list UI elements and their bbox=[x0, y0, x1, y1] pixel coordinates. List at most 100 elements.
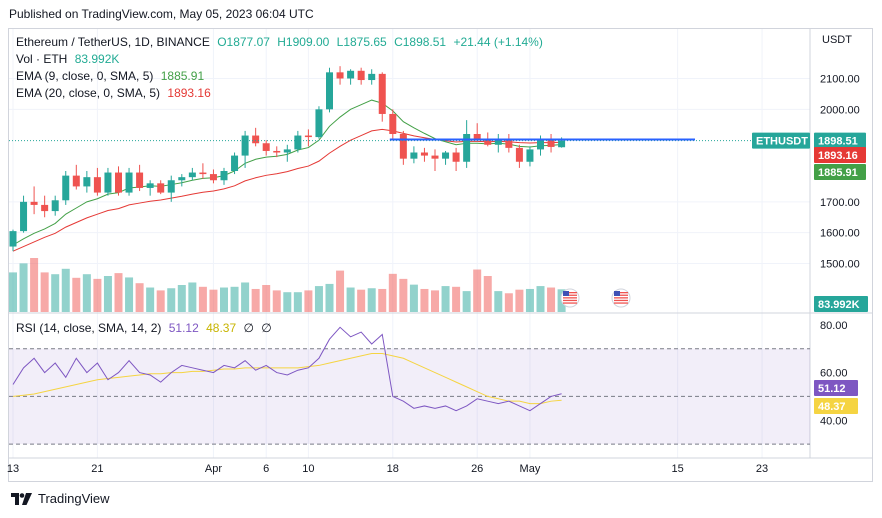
ema20-line bbox=[12, 128, 562, 252]
candle bbox=[51, 195, 59, 216]
volume-bar bbox=[167, 288, 176, 312]
candle bbox=[30, 186, 38, 215]
ema9-tag-bg bbox=[814, 164, 866, 180]
overlays bbox=[9, 138, 810, 308]
candle bbox=[262, 140, 270, 156]
volume-bar bbox=[114, 273, 123, 312]
volume-bar bbox=[241, 282, 250, 312]
axes: 1500.00 1600.00 1700.00 2000.00 2100.00 40.00… bbox=[7, 74, 860, 476]
time-tick-label: 26 bbox=[471, 463, 483, 475]
tradingview-branding[interactable]: TradingView bbox=[11, 491, 110, 506]
candle-body bbox=[442, 152, 450, 159]
candle-body bbox=[410, 152, 418, 159]
candle bbox=[104, 167, 112, 196]
candle-body bbox=[494, 138, 502, 145]
volume-bar bbox=[441, 286, 450, 312]
symbol-tag: ETHUSDT bbox=[752, 132, 810, 149]
tradingview-logo-icon bbox=[11, 492, 32, 505]
volume-bar bbox=[431, 290, 439, 312]
candle bbox=[72, 164, 80, 190]
volume-bar bbox=[72, 277, 81, 312]
candle bbox=[220, 167, 228, 185]
candle-body bbox=[252, 135, 260, 144]
time-tick-label: 13 bbox=[7, 463, 19, 475]
flag-stripe bbox=[614, 292, 628, 294]
candle bbox=[83, 171, 91, 193]
volume-bar bbox=[409, 284, 418, 312]
ema20-tag-bg bbox=[814, 147, 866, 163]
candle-body bbox=[273, 150, 281, 153]
us-flag-event-icon bbox=[611, 288, 631, 308]
candle-body bbox=[199, 172, 207, 175]
volume-bar bbox=[536, 286, 545, 312]
ema9-line bbox=[12, 99, 562, 246]
symbol-tag-bg bbox=[752, 132, 810, 149]
candle bbox=[178, 174, 186, 187]
candle-body bbox=[452, 152, 460, 162]
candle bbox=[273, 146, 281, 158]
candle bbox=[20, 195, 28, 233]
time-tick-label: Apr bbox=[205, 463, 222, 475]
candle-body bbox=[157, 183, 165, 193]
candle bbox=[294, 130, 302, 153]
candle-body bbox=[347, 70, 355, 79]
legend-ohlc: Ethereum / TetherUS, 1D, BINANCE O1877.0… bbox=[16, 35, 547, 49]
rsi-ma-line bbox=[12, 353, 562, 405]
time-tick-label: 21 bbox=[91, 463, 103, 475]
price-tick-label: 2000.00 bbox=[820, 104, 860, 116]
candle-body bbox=[125, 172, 133, 193]
candle-body bbox=[399, 134, 407, 159]
candle bbox=[209, 169, 217, 184]
ema9-label: EMA (9, close, 0, SMA, 5) bbox=[16, 69, 154, 83]
candle bbox=[188, 167, 196, 181]
last-price-tag-text: 1898.51 bbox=[818, 136, 858, 148]
volume-bar bbox=[103, 276, 112, 312]
candle-body bbox=[93, 177, 101, 193]
candle-body bbox=[505, 138, 513, 148]
candle-body bbox=[146, 183, 154, 188]
volume-bar bbox=[177, 285, 186, 312]
volume-bar bbox=[146, 287, 155, 312]
volume-bar bbox=[388, 273, 397, 312]
time-tick-label: 23 bbox=[756, 463, 768, 475]
flag-canton bbox=[563, 291, 569, 296]
candle-body bbox=[51, 200, 59, 212]
rsi-value: 51.12 bbox=[168, 321, 199, 335]
volume-bar bbox=[40, 272, 49, 312]
candle bbox=[537, 135, 544, 156]
candle-body bbox=[20, 201, 28, 232]
candle bbox=[252, 127, 260, 147]
candle bbox=[136, 164, 144, 192]
rsi-line bbox=[12, 326, 562, 412]
volume-bar bbox=[251, 288, 260, 312]
candle-body bbox=[420, 152, 428, 156]
volume-bar bbox=[293, 292, 302, 312]
currency-label[interactable]: USDT bbox=[822, 34, 852, 46]
rsi-label: RSI (14, close, SMA, 14, 2) bbox=[16, 321, 162, 335]
candle-body bbox=[473, 134, 481, 141]
legend-change: +21.44 (+1.14%) bbox=[453, 35, 543, 49]
ema20-group bbox=[12, 128, 562, 252]
candle-body bbox=[547, 140, 555, 147]
flag-stripe bbox=[563, 299, 577, 302]
rsi-tick-label: 80.00 bbox=[820, 320, 848, 332]
candle bbox=[304, 129, 312, 147]
candle-body bbox=[484, 140, 492, 145]
legend-high: H1909.00 bbox=[277, 35, 330, 49]
ema20-tag-text: 1893.16 bbox=[818, 150, 858, 162]
candles bbox=[9, 66, 566, 252]
rsi-tick-label: 40.00 bbox=[820, 415, 848, 427]
candle-body bbox=[209, 174, 217, 181]
volume-bar bbox=[19, 263, 28, 312]
candle bbox=[283, 144, 291, 162]
candle bbox=[463, 120, 471, 168]
candle-body bbox=[167, 180, 175, 193]
volume-bar bbox=[346, 287, 355, 312]
volume-bars bbox=[9, 258, 566, 312]
flag-stripe bbox=[614, 299, 628, 302]
flag-canton bbox=[614, 291, 620, 296]
candle-body bbox=[231, 155, 239, 171]
candle bbox=[241, 130, 249, 168]
price-tick-label: 1700.00 bbox=[820, 197, 860, 209]
